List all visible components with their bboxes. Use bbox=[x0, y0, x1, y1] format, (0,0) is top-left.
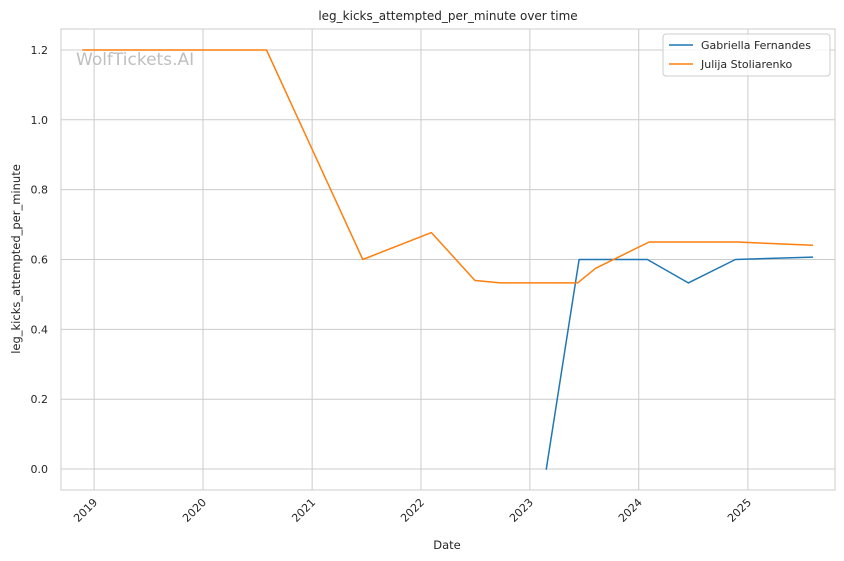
chart-title: leg_kicks_attempted_per_minute over time bbox=[318, 9, 577, 23]
watermark-text: WolfTickets.AI bbox=[76, 50, 194, 70]
series-line bbox=[82, 49, 814, 284]
y-tick-label: 1.0 bbox=[31, 114, 49, 127]
x-tick-label: 2019 bbox=[71, 496, 100, 525]
tick-labels: 2019 2020 2021 2022 2023 2024 2025 0.0 0.2 0.4 0.6… bbox=[31, 44, 755, 525]
x-tick-label: 2023 bbox=[507, 496, 536, 525]
x-tick-label: 2022 bbox=[398, 496, 427, 525]
plot-frame bbox=[60, 28, 836, 491]
series-layer bbox=[82, 49, 814, 470]
y-tick-label: 0.8 bbox=[31, 184, 49, 197]
y-tick-label: 1.2 bbox=[31, 44, 49, 57]
legend-box bbox=[662, 33, 831, 77]
x-tick-label: 2024 bbox=[616, 496, 645, 525]
y-tick-label: 0.4 bbox=[31, 323, 49, 336]
x-axis-label: Date bbox=[433, 538, 461, 552]
x-tick-label: 2020 bbox=[180, 496, 209, 525]
y-tick-label: 0.2 bbox=[31, 393, 49, 406]
grid-layer bbox=[61, 29, 835, 490]
y-tick-label: 0.6 bbox=[31, 254, 49, 267]
x-tick-label: 2025 bbox=[725, 496, 754, 525]
legend-label: Gabriella Fernandes bbox=[701, 39, 811, 52]
series-group bbox=[545, 256, 814, 470]
legend-label: Julija Stoliarenko bbox=[700, 58, 792, 71]
series-group bbox=[82, 49, 814, 284]
x-tick-label: 2021 bbox=[289, 496, 318, 525]
series-line bbox=[545, 256, 814, 470]
y-tick-label: 0.0 bbox=[31, 463, 49, 476]
legend: Gabriella Fernandes Julija Stoliarenko bbox=[662, 33, 831, 77]
y-axis-label: leg_kicks_attempted_per_minute bbox=[9, 164, 23, 354]
